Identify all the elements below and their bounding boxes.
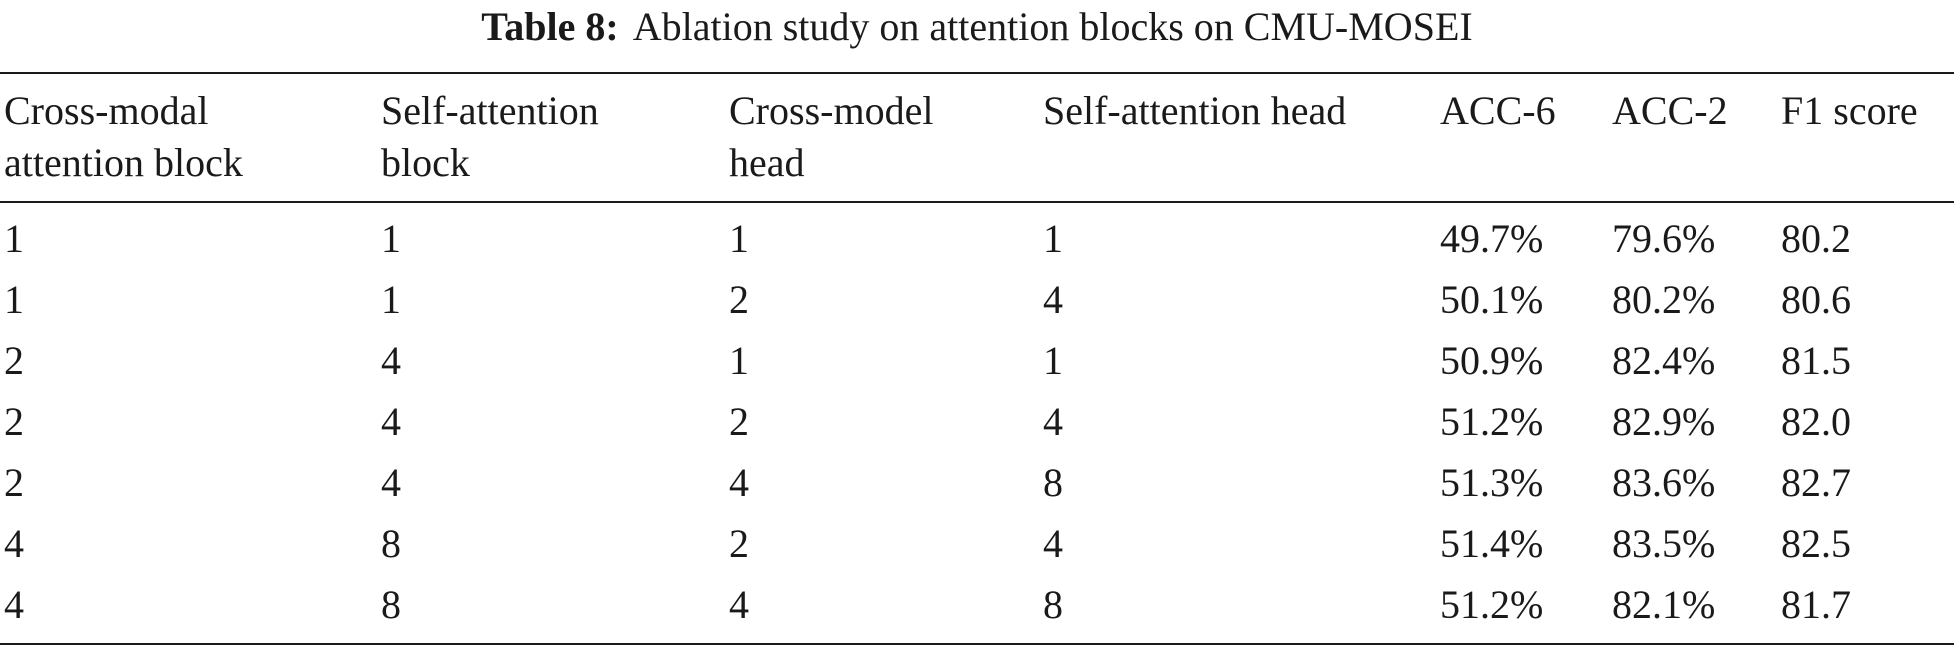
cell-f1-score: 82.7 bbox=[1781, 460, 1851, 505]
table-row: 2 4 4 8 51.3% 83.6% 82.7 bbox=[0, 457, 1954, 518]
cell-self-attention-block: 4 bbox=[381, 399, 401, 444]
table-body: 1 1 1 1 49.7% 79.6% 80.2 1 1 2 4 50.1% 8… bbox=[0, 213, 1954, 640]
cell-self-attention-head: 1 bbox=[1043, 338, 1063, 383]
cell-cross-modal-attention-block: 2 bbox=[4, 460, 24, 505]
cell-acc-2: 82.4% bbox=[1612, 338, 1716, 383]
header-cross-modal-attention-block: Cross-modal attention block bbox=[4, 88, 243, 185]
cell-self-attention-head: 4 bbox=[1043, 399, 1063, 444]
table-row: 4 8 2 4 51.4% 83.5% 82.5 bbox=[0, 518, 1954, 579]
table-top-rule bbox=[0, 72, 1954, 74]
cell-cross-model-head: 1 bbox=[729, 338, 749, 383]
cell-f1-score: 82.5 bbox=[1781, 521, 1851, 566]
cell-self-attention-head: 4 bbox=[1043, 277, 1063, 322]
cell-cross-modal-attention-block: 4 bbox=[4, 521, 24, 566]
cell-cross-model-head: 4 bbox=[729, 460, 749, 505]
header-self-attention-block: Self-attention block bbox=[381, 88, 599, 185]
cell-cross-model-head: 2 bbox=[729, 277, 749, 322]
cell-self-attention-block: 4 bbox=[381, 338, 401, 383]
cell-self-attention-block: 1 bbox=[381, 216, 401, 261]
cell-acc-2: 82.1% bbox=[1612, 582, 1716, 627]
cell-acc-6: 51.2% bbox=[1440, 399, 1544, 444]
cell-cross-modal-attention-block: 4 bbox=[4, 582, 24, 627]
cell-acc-2: 82.9% bbox=[1612, 399, 1716, 444]
cell-acc-6: 51.4% bbox=[1440, 521, 1544, 566]
cell-self-attention-head: 8 bbox=[1043, 460, 1063, 505]
cell-cross-modal-attention-block: 1 bbox=[4, 216, 24, 261]
cell-f1-score: 82.0 bbox=[1781, 399, 1851, 444]
header-f1-score: F1 score bbox=[1781, 88, 1918, 133]
cell-acc-6: 51.2% bbox=[1440, 582, 1544, 627]
cell-f1-score: 80.6 bbox=[1781, 277, 1851, 322]
cell-self-attention-block: 8 bbox=[381, 521, 401, 566]
table-header: Cross-modal attention block Self-attenti… bbox=[0, 85, 1954, 195]
table-caption: Table 8: Ablation study on attention bloc… bbox=[0, 2, 1954, 52]
cell-acc-2: 80.2% bbox=[1612, 277, 1716, 322]
table-caption-text: Ablation study on attention blocks on CM… bbox=[632, 4, 1473, 49]
cell-f1-score: 81.5 bbox=[1781, 338, 1851, 383]
cell-cross-model-head: 2 bbox=[729, 521, 749, 566]
cell-cross-modal-attention-block: 1 bbox=[4, 277, 24, 322]
cell-self-attention-block: 4 bbox=[381, 460, 401, 505]
cell-self-attention-block: 8 bbox=[381, 582, 401, 627]
cell-acc-6: 49.7% bbox=[1440, 216, 1544, 261]
table-row: 2 4 1 1 50.9% 82.4% 81.5 bbox=[0, 335, 1954, 396]
cell-acc-2: 83.6% bbox=[1612, 460, 1716, 505]
header-acc-2: ACC-2 bbox=[1612, 88, 1728, 133]
cell-f1-score: 81.7 bbox=[1781, 582, 1851, 627]
table-caption-label: Table 8: bbox=[481, 4, 619, 49]
cell-acc-6: 50.1% bbox=[1440, 277, 1544, 322]
header-cross-model-head: Cross-model head bbox=[729, 88, 934, 185]
cell-cross-modal-attention-block: 2 bbox=[4, 338, 24, 383]
table-row: 4 8 4 8 51.2% 82.1% 81.7 bbox=[0, 579, 1954, 640]
cell-cross-modal-attention-block: 2 bbox=[4, 399, 24, 444]
cell-cross-model-head: 4 bbox=[729, 582, 749, 627]
cell-self-attention-head: 4 bbox=[1043, 521, 1063, 566]
cell-self-attention-block: 1 bbox=[381, 277, 401, 322]
header-acc-6: ACC-6 bbox=[1440, 88, 1556, 133]
table-row: 1 1 2 4 50.1% 80.2% 80.6 bbox=[0, 274, 1954, 335]
table-row: 2 4 2 4 51.2% 82.9% 82.0 bbox=[0, 396, 1954, 457]
cell-acc-2: 83.5% bbox=[1612, 521, 1716, 566]
cell-acc-6: 51.3% bbox=[1440, 460, 1544, 505]
table-row: 1 1 1 1 49.7% 79.6% 80.2 bbox=[0, 213, 1954, 274]
cell-f1-score: 80.2 bbox=[1781, 216, 1851, 261]
cell-self-attention-head: 8 bbox=[1043, 582, 1063, 627]
header-self-attention-head: Self-attention head bbox=[1043, 88, 1347, 133]
table-header-rule bbox=[0, 201, 1954, 203]
cell-acc-2: 79.6% bbox=[1612, 216, 1716, 261]
cell-acc-6: 50.9% bbox=[1440, 338, 1544, 383]
cell-cross-model-head: 2 bbox=[729, 399, 749, 444]
cell-cross-model-head: 1 bbox=[729, 216, 749, 261]
table-bottom-rule bbox=[0, 643, 1954, 645]
cell-self-attention-head: 1 bbox=[1043, 216, 1063, 261]
